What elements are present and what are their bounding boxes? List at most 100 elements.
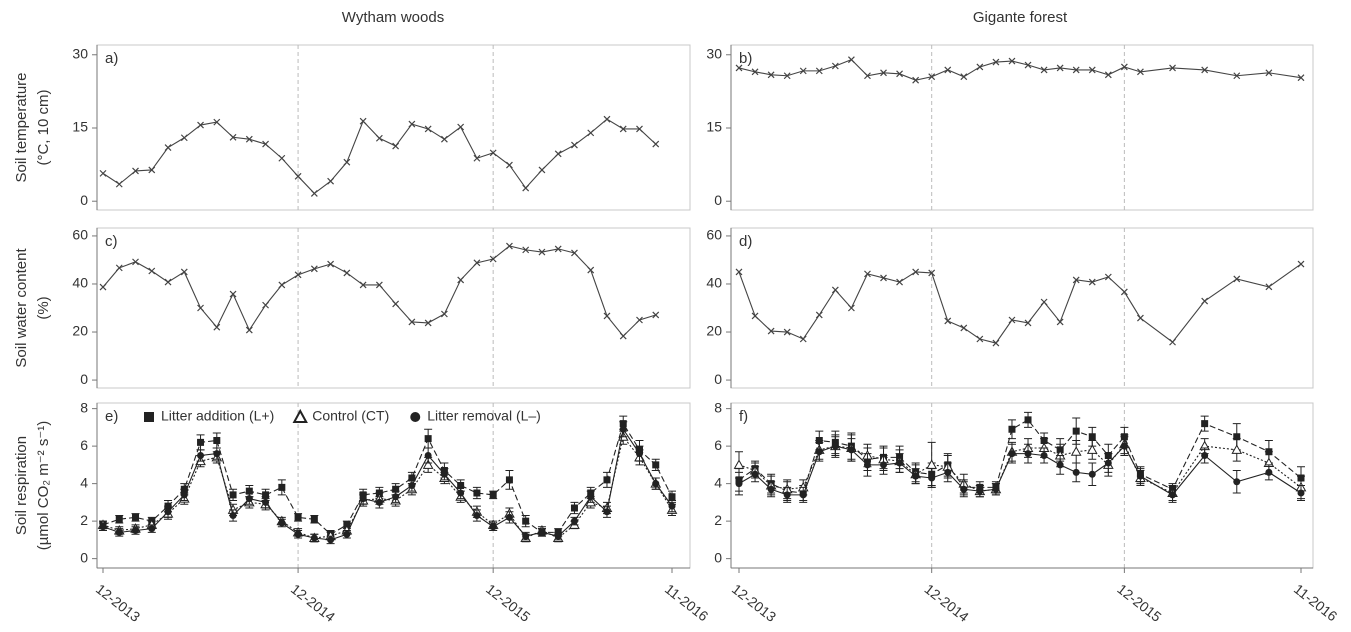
y-tick-label: 4 [80, 474, 88, 490]
legend-label: Control (CT) [312, 408, 389, 424]
data-point [197, 452, 205, 459]
legend-marker [144, 412, 154, 422]
data-point [636, 125, 643, 133]
data-point [652, 140, 660, 148]
data-point [457, 123, 465, 131]
data-point [408, 120, 416, 128]
data-point [327, 177, 335, 185]
data-point [99, 169, 107, 177]
data-point [197, 121, 204, 129]
data-point [229, 133, 237, 141]
data-point [262, 140, 269, 148]
x-tick-label: 11-2016 [662, 581, 712, 625]
data-point [115, 515, 123, 523]
data-point [751, 68, 759, 76]
data-point [1072, 468, 1080, 476]
data-point [799, 335, 807, 343]
data-point [912, 472, 920, 480]
x-tick-label: 12-2015 [1114, 581, 1165, 625]
data-point [976, 487, 984, 495]
data-point [132, 513, 140, 521]
data-point [880, 461, 888, 469]
series-line [738, 419, 1302, 494]
x-tick-label: 11-2016 [1291, 581, 1341, 625]
data-point [148, 525, 156, 533]
data-point [1265, 69, 1273, 77]
y-tick-label: 0 [80, 371, 88, 387]
data-point [668, 502, 676, 510]
y-tick-label: 40 [706, 275, 722, 291]
y-tick-label: 60 [72, 227, 88, 243]
data-point [831, 286, 839, 294]
data-point [1169, 491, 1177, 499]
plot-frame [96, 227, 691, 389]
series-line [102, 118, 657, 195]
data-point [1024, 319, 1032, 327]
data-point [619, 332, 627, 340]
data-point [619, 425, 627, 433]
data-point [668, 493, 676, 501]
data-point [1137, 314, 1144, 322]
data-point [1265, 283, 1273, 291]
data-point [132, 527, 140, 534]
data-point [1088, 433, 1096, 441]
data-point [783, 328, 791, 336]
data-point [278, 519, 286, 527]
data-point [505, 513, 513, 521]
y-tick-label: 4 [714, 474, 722, 490]
data-point [1265, 468, 1273, 476]
data-point [522, 184, 530, 192]
data-point [783, 491, 791, 499]
data-point [1201, 297, 1209, 305]
data-point [636, 316, 643, 324]
data-point [245, 487, 253, 495]
data-point [197, 304, 204, 312]
data-point [392, 300, 400, 308]
data-point [831, 442, 839, 450]
data-point [587, 493, 595, 501]
x-tick-label: 12-2013 [93, 581, 144, 625]
data-point [1201, 452, 1209, 459]
data-point [733, 459, 745, 469]
data-point [554, 245, 562, 253]
data-point [880, 274, 887, 282]
data-point [375, 498, 383, 506]
data-point [1297, 489, 1305, 497]
data-point [99, 283, 107, 291]
data-point [1231, 444, 1243, 454]
data-point [375, 281, 383, 289]
panel-label: a) [105, 50, 118, 67]
data-point [864, 270, 871, 278]
y-tick-label: 30 [72, 45, 88, 61]
data-point [735, 480, 743, 488]
x-tick-label: 12-2015 [483, 581, 534, 625]
y-tick-label: 2 [80, 512, 88, 528]
data-point [1169, 338, 1176, 346]
data-point [1070, 446, 1082, 456]
data-point [1120, 63, 1128, 71]
data-point [473, 489, 481, 497]
data-point [327, 536, 335, 544]
data-point [1056, 318, 1064, 326]
data-point [392, 142, 400, 150]
data-point [896, 70, 903, 78]
y-axis-label: Soil temperature [13, 72, 30, 182]
data-point [522, 532, 530, 540]
x-tick-label: 12-2014 [922, 581, 973, 625]
y-tick-label: 0 [714, 549, 722, 565]
data-point [359, 281, 367, 289]
data-point [294, 513, 302, 521]
data-point [408, 482, 416, 489]
y-tick-label: 6 [714, 437, 722, 453]
data-point [392, 493, 400, 501]
data-point [571, 249, 578, 257]
series-line [102, 427, 673, 541]
data-point [1201, 66, 1209, 74]
data-point [635, 450, 643, 458]
data-point [262, 491, 270, 499]
data-point [603, 476, 611, 484]
data-point [1136, 472, 1144, 480]
data-point [587, 129, 595, 137]
data-point [538, 166, 546, 174]
data-point [847, 446, 855, 454]
